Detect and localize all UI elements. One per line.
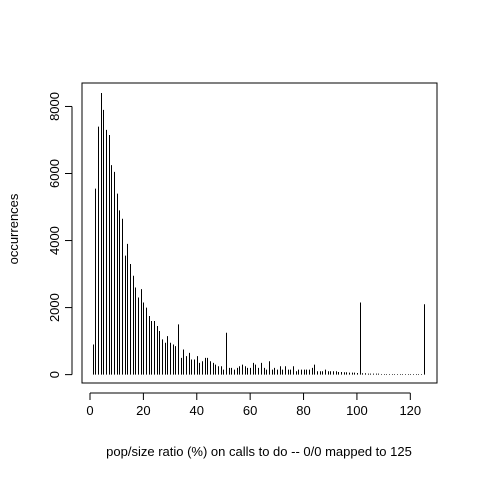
x-tick-label: 60 bbox=[243, 403, 257, 418]
y-tick-label: 0 bbox=[47, 371, 62, 378]
x-tick-label: 80 bbox=[296, 403, 310, 418]
data-spikes bbox=[93, 93, 425, 375]
x-tick-label: 120 bbox=[399, 403, 421, 418]
y-axis-label: occurrences bbox=[6, 193, 21, 264]
y-axis: 0 2000 4000 6000 8000 bbox=[47, 92, 73, 378]
y-tick-label: 4000 bbox=[47, 226, 62, 255]
x-tick-label: 20 bbox=[136, 403, 150, 418]
x-tick-label: 0 bbox=[86, 403, 93, 418]
y-tick-label: 2000 bbox=[47, 293, 62, 322]
x-axis-label: pop/size ratio (%) on calls to do -- 0/0… bbox=[106, 444, 412, 459]
plot-box bbox=[81, 82, 438, 384]
x-tick-label: 40 bbox=[190, 403, 204, 418]
y-tick-label: 8000 bbox=[47, 92, 62, 121]
x-tick-label: 100 bbox=[346, 403, 368, 418]
x-axis: 0 20 40 60 80 100 120 bbox=[86, 392, 421, 418]
y-tick-label: 6000 bbox=[47, 159, 62, 188]
